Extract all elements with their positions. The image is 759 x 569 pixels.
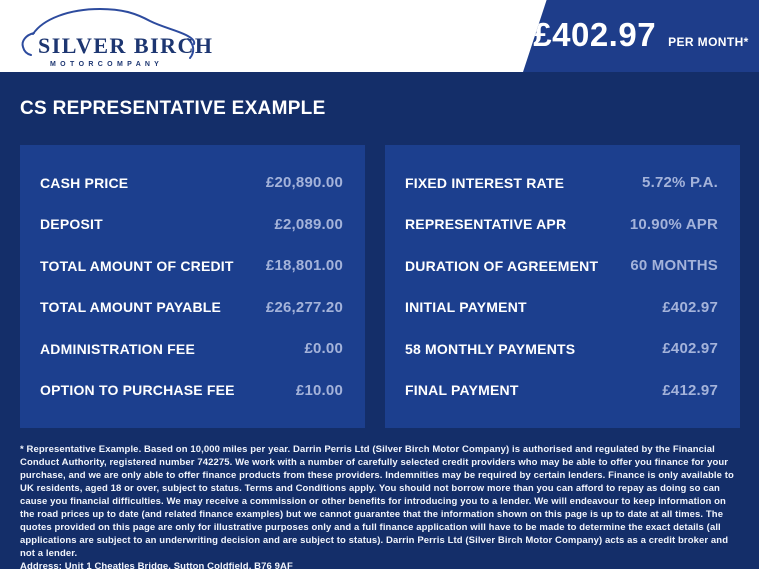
- row-label: DEPOSIT: [40, 216, 103, 233]
- finance-row: FIXED INTEREST RATE 5.72% P.A.: [405, 162, 718, 203]
- row-value: £26,277.20: [265, 298, 343, 316]
- row-value: £402.97: [662, 298, 718, 316]
- finance-row: CASH PRICE £20,890.00: [40, 162, 343, 203]
- car-outline-icon: [21, 7, 196, 59]
- row-value: 5.72% P.A.: [642, 174, 718, 191]
- finance-row: INITIAL PAYMENT £402.97: [405, 287, 718, 328]
- brand-name: SILVER BIRCH: [38, 33, 214, 58]
- row-value: £0.00: [304, 340, 343, 358]
- row-value: £18,801.00: [265, 257, 343, 275]
- row-label: TOTAL AMOUNT PAYABLE: [40, 299, 222, 316]
- row-label: CASH PRICE: [40, 174, 129, 191]
- finance-panel-left: CASH PRICE £20,890.00 DEPOSIT £2,089.00 …: [20, 145, 365, 428]
- row-label: INITIAL PAYMENT: [405, 299, 527, 316]
- finance-row: REPRESENTATIVE APR 10.90% APR: [405, 204, 718, 245]
- row-value: £2,089.00: [274, 215, 343, 233]
- price-banner: £402.97 PER MONTH*: [523, 0, 759, 72]
- row-label: TOTAL AMOUNT OF CREDIT: [40, 257, 234, 274]
- row-label: 58 MONTHLY PAYMENTS: [405, 340, 576, 357]
- row-label: DURATION OF AGREEMENT: [405, 257, 599, 274]
- finance-panels: CASH PRICE £20,890.00 DEPOSIT £2,089.00 …: [20, 145, 740, 428]
- price-amount: £402.97: [533, 16, 657, 53]
- finance-row: TOTAL AMOUNT OF CREDIT £18,801.00: [40, 245, 343, 286]
- row-value: 10.90% APR: [629, 215, 718, 233]
- finance-row: OPTION TO PURCHASE FEE £10.00: [40, 370, 343, 411]
- row-value: £10.00: [295, 381, 343, 399]
- price-period: PER MONTH*: [668, 35, 749, 49]
- row-label: REPRESENTATIVE APR: [405, 216, 567, 233]
- row-label: ADMINISTRATION FEE: [40, 340, 196, 357]
- fineprint-address: Address: Unit 1 Cheatles Bridge, Sutton …: [20, 561, 293, 569]
- finance-row: DEPOSIT £2,089.00: [40, 204, 343, 245]
- finance-row: ADMINISTRATION FEE £0.00: [40, 328, 343, 369]
- finance-row: TOTAL AMOUNT PAYABLE £26,277.20: [40, 287, 343, 328]
- header: SILVER BIRCH M O T O R C O M P A N Y £40…: [0, 0, 759, 72]
- finance-row: 58 MONTHLY PAYMENTS £402.97: [405, 328, 718, 369]
- row-value: £402.97: [662, 340, 718, 358]
- row-value: 60 MONTHS: [630, 257, 718, 275]
- fineprint-paragraph: * Representative Example. Based on 10,00…: [20, 444, 734, 559]
- finance-panel-right: FIXED INTEREST RATE 5.72% P.A. REPRESENT…: [385, 145, 740, 428]
- finance-row: DURATION OF AGREEMENT 60 MONTHS: [405, 245, 718, 286]
- fineprint: * Representative Example. Based on 10,00…: [20, 443, 742, 569]
- page-title: CS REPRESENTATIVE EXAMPLE: [20, 98, 326, 119]
- row-label: FIXED INTEREST RATE: [405, 174, 565, 191]
- row-value: £412.97: [662, 381, 718, 399]
- finance-row: FINAL PAYMENT £412.97: [405, 370, 718, 411]
- brand-logo: SILVER BIRCH M O T O R C O M P A N Y: [21, 7, 214, 68]
- row-value: £20,890.00: [265, 174, 343, 191]
- row-label: FINAL PAYMENT: [405, 382, 519, 399]
- row-label: OPTION TO PURCHASE FEE: [40, 382, 235, 399]
- brand-subtitle: M O T O R C O M P A N Y: [50, 61, 160, 68]
